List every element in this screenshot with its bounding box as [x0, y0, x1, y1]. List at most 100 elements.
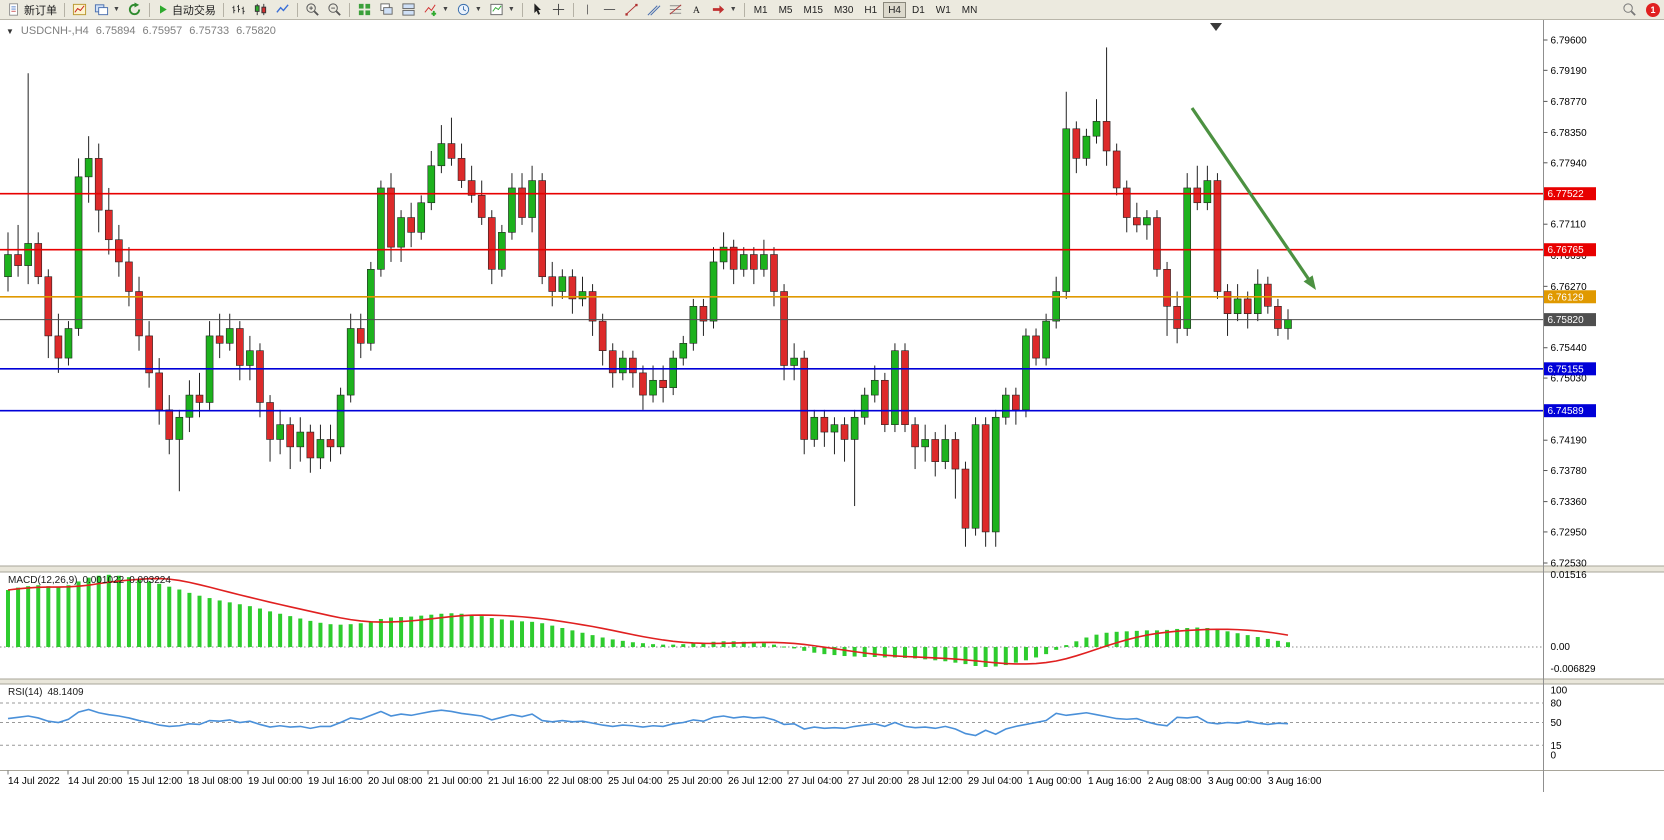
panel-separator[interactable]	[0, 679, 1664, 684]
macd-bar	[943, 647, 948, 662]
candlestick-chart-button[interactable]	[250, 1, 271, 19]
macd-bar	[640, 643, 645, 647]
candle	[649, 379, 657, 396]
horizontal-line-button[interactable]	[599, 1, 620, 19]
candle	[367, 269, 375, 344]
macd-axis-label: 0.00	[1551, 642, 1571, 653]
zoom-in-button[interactable]	[302, 1, 323, 19]
panel-separator[interactable]	[0, 566, 1664, 572]
line-chart-button[interactable]	[272, 1, 293, 19]
arrange-windows-icon	[401, 2, 416, 17]
time-tick-label: 14 Jul 20:00	[68, 776, 123, 787]
macd-bar	[6, 590, 10, 647]
vertical-line-button[interactable]	[578, 1, 598, 19]
fibonacci-icon	[668, 2, 683, 17]
candle	[750, 254, 758, 270]
arrange-windows-button[interactable]	[398, 1, 419, 19]
macd-bar	[1165, 629, 1170, 647]
candle	[1274, 306, 1282, 329]
macd-bar	[822, 647, 827, 655]
cursor-button[interactable]	[527, 1, 547, 19]
candle	[215, 335, 224, 344]
chart-shift-marker[interactable]	[1210, 23, 1222, 31]
time-tick-label: 1 Aug 16:00	[1088, 776, 1142, 787]
macd-bar	[771, 644, 776, 647]
macd-bar	[953, 647, 958, 663]
crosshair-button[interactable]	[548, 1, 569, 19]
templates-button[interactable]: ▼	[486, 1, 518, 19]
text-label-button[interactable]: A	[687, 1, 707, 19]
price-tick-label: 6.75440	[1551, 343, 1588, 354]
macd-bar	[388, 617, 393, 647]
candle	[760, 254, 768, 270]
candle	[598, 320, 607, 351]
channel-button[interactable]	[643, 1, 664, 19]
candle	[558, 276, 567, 292]
macd-bar	[247, 606, 252, 647]
trend-arrow-head[interactable]	[1303, 275, 1316, 290]
macd-bar	[973, 647, 978, 666]
trend-arrow[interactable]	[1190, 107, 1313, 285]
search-button[interactable]	[1619, 1, 1640, 19]
candle	[1153, 217, 1161, 270]
candle	[336, 394, 345, 448]
macd-bar	[288, 616, 293, 647]
cascade-windows-icon	[379, 2, 394, 17]
refresh-button[interactable]	[124, 1, 145, 19]
new-order-button[interactable]: 新订单	[4, 1, 60, 19]
timeframe-m30[interactable]: M30	[829, 2, 858, 18]
one-click-trading-arrow-icon[interactable]: ▼	[6, 26, 14, 36]
price-tick-label: 6.79600	[1551, 36, 1588, 47]
arrow-shapes-button[interactable]: ▼	[708, 1, 740, 19]
time-tick-label: 25 Jul 20:00	[668, 776, 723, 787]
macd-value-signal: 0.003224	[129, 575, 171, 586]
time-tick-label: 15 Jul 12:00	[128, 776, 183, 787]
macd-bar	[187, 592, 192, 647]
macd-bar	[76, 581, 81, 647]
fibonacci-button[interactable]	[665, 1, 686, 19]
periods-button[interactable]: ▼	[453, 1, 485, 19]
time-tick-label: 27 Jul 04:00	[788, 776, 843, 787]
timeframe-d1[interactable]: D1	[907, 2, 930, 18]
time-tick-label: 25 Jul 04:00	[608, 776, 663, 787]
macd-bar	[1034, 647, 1039, 658]
macd-bar	[368, 621, 373, 647]
candle	[407, 217, 415, 233]
profiles-button[interactable]: ▼	[91, 1, 123, 19]
timeframe-m15[interactable]: M15	[799, 2, 828, 18]
zoom-out-icon	[327, 2, 342, 17]
candle	[901, 350, 909, 425]
bar-chart-button[interactable]	[228, 1, 249, 19]
cascade-windows-button[interactable]	[376, 1, 397, 19]
notification-badge[interactable]: 1	[1646, 2, 1660, 17]
price-badge	[1544, 313, 1596, 327]
macd-bar	[278, 613, 283, 647]
macd-bar	[106, 574, 111, 647]
timeframe-h4[interactable]: H4	[883, 1, 906, 18]
new-chart-button[interactable]	[69, 1, 90, 19]
rsi-line	[7, 708, 1289, 737]
macd-bar	[1154, 630, 1159, 647]
auto-trading-button[interactable]: 自动交易	[154, 1, 219, 19]
candle	[548, 276, 557, 292]
macd-bar	[126, 577, 131, 647]
candle	[74, 176, 83, 329]
candle	[1062, 128, 1071, 292]
timeframe-w1[interactable]: W1	[931, 2, 956, 18]
indicators-button[interactable]: ▼	[420, 1, 452, 19]
macd-bar	[923, 647, 928, 660]
candle	[1233, 298, 1242, 315]
timeframe-m1[interactable]: M1	[749, 2, 773, 18]
timeframe-m5[interactable]: M5	[774, 2, 798, 18]
tile-windows-button[interactable]	[354, 1, 375, 19]
macd-bar	[812, 647, 817, 653]
macd-bar	[1003, 647, 1008, 666]
price-chart[interactable]: 6.79600 6.79190 6.78770 6.78350 6.77940 6.771…	[0, 0, 1664, 800]
macd-bar	[892, 647, 897, 658]
price-tick-label: 6.73780	[1551, 466, 1588, 477]
timeframe-h1[interactable]: H1	[859, 2, 882, 18]
candle	[54, 335, 63, 359]
trendline-button[interactable]	[621, 1, 642, 19]
timeframe-mn[interactable]: MN	[957, 2, 983, 18]
zoom-out-button[interactable]	[324, 1, 345, 19]
